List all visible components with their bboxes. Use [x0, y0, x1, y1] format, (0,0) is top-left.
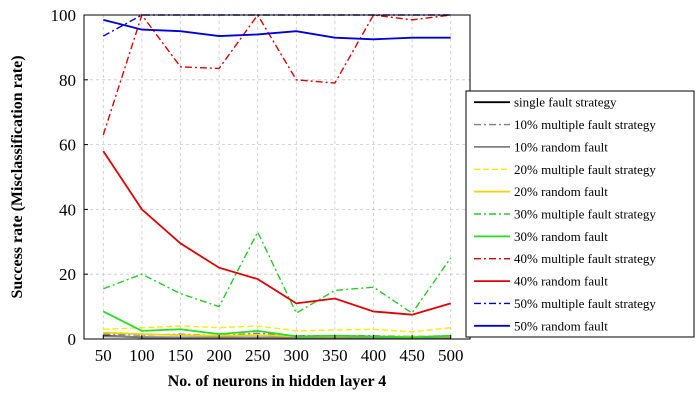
legend-label: 30% random fault — [514, 229, 608, 244]
x-tick-label: 100 — [129, 346, 155, 365]
legend-label: 10% random fault — [514, 139, 608, 154]
y-tick-label: 100 — [51, 6, 77, 25]
y-tick-label: 0 — [68, 330, 77, 349]
y-tick-label: 20 — [59, 265, 76, 284]
x-tick-label: 200 — [206, 346, 232, 365]
x-tick-label: 150 — [168, 346, 194, 365]
legend-label: 40% multiple fault strategy — [514, 251, 656, 266]
legend-label: 20% multiple fault strategy — [514, 162, 656, 177]
legend-label: 30% multiple fault strategy — [514, 207, 656, 222]
legend-label: 50% multiple fault strategy — [514, 296, 656, 311]
series-line-9 — [102, 150, 451, 316]
y-tick-label: 80 — [59, 71, 76, 90]
x-tick-label: 350 — [322, 346, 348, 365]
x-tick-label: 250 — [245, 346, 271, 365]
legend-label: 40% random fault — [514, 274, 608, 289]
x-tick-label: 500 — [438, 346, 464, 365]
legend-label: single fault strategy — [514, 95, 617, 110]
series-line-11 — [103, 18, 451, 41]
x-tick-label: 400 — [361, 346, 387, 365]
legend-label: 50% random fault — [514, 318, 608, 333]
legend-box — [465, 90, 695, 338]
x-tick-label: 450 — [399, 346, 425, 365]
y-axis-label: Success rate (Misclassification rate) — [9, 55, 26, 298]
axis-ticks: 50 100 150 200 250 300 350 400 450 500 0 20 40 60 80 10… — [51, 6, 464, 365]
legend: single fault strategy 10% multiple fault … — [465, 90, 695, 338]
series-line-4 — [103, 325, 451, 333]
y-tick-label: 40 — [59, 200, 76, 219]
legend-label: 20% random fault — [514, 184, 608, 199]
x-tick-label: 50 — [95, 346, 112, 365]
series-line-6 — [103, 230, 452, 315]
y-tick-label: 60 — [59, 136, 76, 155]
series-line-8 — [102, 13, 451, 136]
series-lines — [102, 13, 452, 339]
series-line-7 — [102, 310, 451, 339]
legend-label: 10% multiple fault strategy — [514, 117, 656, 132]
x-axis-label: No. of neurons in hidden layer 4 — [168, 373, 387, 390]
x-tick-label: 300 — [284, 346, 310, 365]
